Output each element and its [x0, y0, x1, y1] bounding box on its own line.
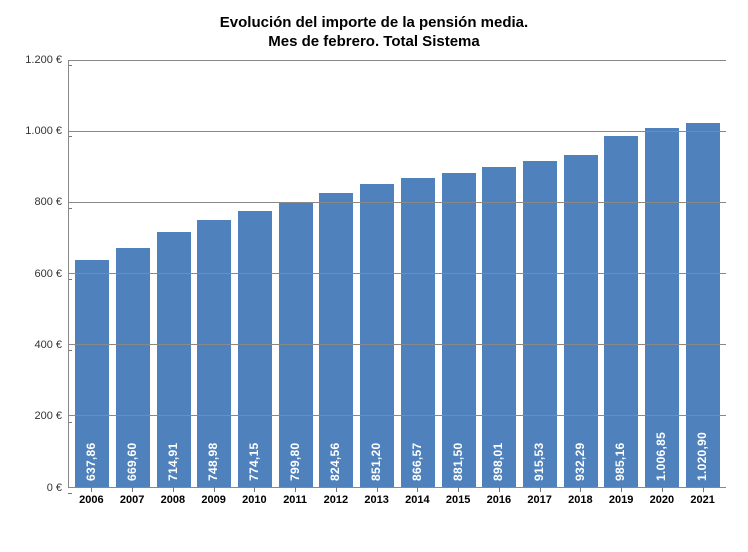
- x-tick-label: 2012: [319, 488, 354, 510]
- x-tick-mark: [132, 487, 133, 492]
- bar-value-label: 915,53: [532, 442, 546, 481]
- x-tick-mark: [173, 487, 174, 492]
- bar-value-label: 985,16: [613, 442, 627, 481]
- y-tick-label: 600 €: [34, 268, 68, 280]
- x-tick-label: 2020: [645, 488, 680, 510]
- x-tick-label: 2019: [604, 488, 639, 510]
- y-tick: 400 €: [18, 345, 68, 357]
- y-axis: 0 €200 €400 €600 €800 €1.000 €1.200 €: [18, 60, 68, 488]
- bar: 985,16: [604, 136, 638, 487]
- y-tick: 200 €: [18, 416, 68, 428]
- grid-line: [69, 273, 726, 274]
- bar: 915,53: [523, 161, 557, 487]
- bar: 824,56: [319, 193, 353, 486]
- x-tick-mark: [621, 487, 622, 492]
- bar-value-label: 1.006,85: [654, 431, 668, 480]
- y-tick-label: 1.200 €: [25, 54, 68, 66]
- grid-line: [69, 202, 726, 203]
- y-tick-label: 400 €: [34, 339, 68, 351]
- x-tick-label: 2007: [115, 488, 150, 510]
- bar-value-label: 866,57: [410, 442, 424, 481]
- x-tick-label: 2008: [156, 488, 191, 510]
- x-tick-label: 2011: [278, 488, 313, 510]
- x-tick-label: 2014: [400, 488, 435, 510]
- y-tick: 1.000 €: [18, 131, 68, 143]
- x-tick-label: 2021: [685, 488, 720, 510]
- x-tick-mark: [499, 487, 500, 492]
- x-tick-label: 2010: [237, 488, 272, 510]
- x-tick-label: 2017: [522, 488, 557, 510]
- bar: 774,15: [238, 211, 272, 486]
- bar-value-label: 932,29: [573, 442, 587, 481]
- plot-area: 0 €200 €400 €600 €800 €1.000 €1.200 € 63…: [68, 60, 726, 510]
- bar-value-label: 799,80: [288, 442, 302, 481]
- grid-line: [69, 344, 726, 345]
- bar-value-label: 881,50: [451, 442, 465, 481]
- bar-value-label: 824,56: [328, 442, 342, 481]
- grid-line: [69, 415, 726, 416]
- bar-value-label: 669,60: [125, 442, 139, 481]
- plot: 637,86 669,60 714,91 748,98 774,15 799,80 824,…: [68, 60, 726, 488]
- x-tick-label: 2009: [196, 488, 231, 510]
- bar-value-label: 748,98: [206, 442, 220, 481]
- x-tick-mark: [254, 487, 255, 492]
- bar: 748,98: [197, 220, 231, 487]
- bar-value-label: 774,15: [247, 442, 261, 481]
- bar: 851,20: [360, 184, 394, 487]
- grid-line: [69, 131, 726, 132]
- x-tick-mark: [662, 487, 663, 492]
- chart-title: Evolución del importe de la pensión medi…: [18, 14, 730, 52]
- x-axis: 2006200720082009201020112012201320142015…: [68, 488, 726, 510]
- x-tick-label: 2018: [563, 488, 598, 510]
- y-tick-label: 200 €: [34, 410, 68, 422]
- bar: 932,29: [564, 155, 598, 487]
- bar: 881,50: [442, 173, 476, 487]
- x-tick-mark: [580, 487, 581, 492]
- chart-container: Evolución del importe de la pensión medi…: [0, 0, 748, 552]
- y-tick: 800 €: [18, 202, 68, 214]
- chart-title-line1: Evolución del importe de la pensión medi…: [18, 14, 730, 33]
- bar: 637,86: [75, 260, 109, 487]
- x-tick-mark: [336, 487, 337, 492]
- x-tick-mark: [214, 487, 215, 492]
- x-tick-label: 2006: [74, 488, 109, 510]
- bar-value-label: 637,86: [84, 442, 98, 481]
- y-tick: 0 €: [18, 488, 68, 500]
- y-tick-label: 1.000 €: [25, 125, 68, 137]
- x-tick-label: 2013: [359, 488, 394, 510]
- bar: 866,57: [401, 178, 435, 486]
- x-tick-label: 2016: [482, 488, 517, 510]
- bar-value-label: 851,20: [369, 442, 383, 481]
- bar: 1.006,85: [645, 128, 679, 486]
- chart-title-line2: Mes de febrero. Total Sistema: [18, 33, 730, 52]
- x-tick-mark: [295, 487, 296, 492]
- x-tick-label: 2015: [441, 488, 476, 510]
- x-tick-mark: [458, 487, 459, 492]
- x-tick-mark: [703, 487, 704, 492]
- bar-value-label: 714,91: [166, 442, 180, 481]
- bar-value-label: 1.020,90: [695, 431, 709, 480]
- y-tick: 1.200 €: [18, 60, 68, 72]
- bar: 1.020,90: [686, 123, 720, 486]
- bar: 898,01: [482, 167, 516, 487]
- bar-value-label: 898,01: [491, 442, 505, 481]
- x-tick-mark: [417, 487, 418, 492]
- x-tick-mark: [540, 487, 541, 492]
- y-tick-label: 0 €: [47, 482, 68, 494]
- grid-line: [69, 60, 726, 61]
- x-tick-mark: [91, 487, 92, 492]
- x-tick-mark: [377, 487, 378, 492]
- bar: 669,60: [116, 248, 150, 486]
- y-tick-label: 800 €: [34, 196, 68, 208]
- bar: 714,91: [157, 232, 191, 486]
- y-tick: 600 €: [18, 274, 68, 286]
